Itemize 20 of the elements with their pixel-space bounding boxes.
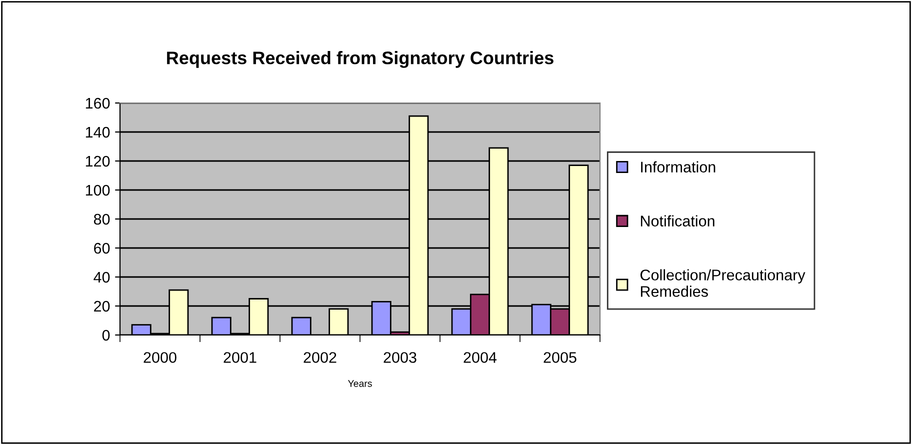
legend-label: Notification [640,215,714,226]
x-tick-label: 2003 [384,352,416,363]
chart-title: Requests Received from Signatory Countries [167,51,554,68]
y-tick-label: 60 [94,242,110,254]
y-tick-label: 140 [86,126,110,138]
x-tick-label: 2004 [464,352,497,363]
y-tick-label: 120 [86,156,110,167]
x-tick-label: 2000 [144,352,176,363]
y-tick-label: 0 [102,330,110,341]
y-tick-label: 40 [94,272,110,283]
y-tick-label: 160 [86,98,110,109]
x-tick-label: 2001 [224,352,256,363]
legend-label: Collection/Precautionary Remedies [640,269,806,297]
y-tick-label: 100 [86,184,110,196]
y-tick-label: 80 [94,214,110,225]
y-tick-label: 20 [94,300,110,312]
x-tick-label: 2002 [304,352,336,363]
legend-label: Information [641,161,716,173]
x-tick-label: 2005 [544,352,576,363]
x-axis-title: Years [348,380,372,387]
